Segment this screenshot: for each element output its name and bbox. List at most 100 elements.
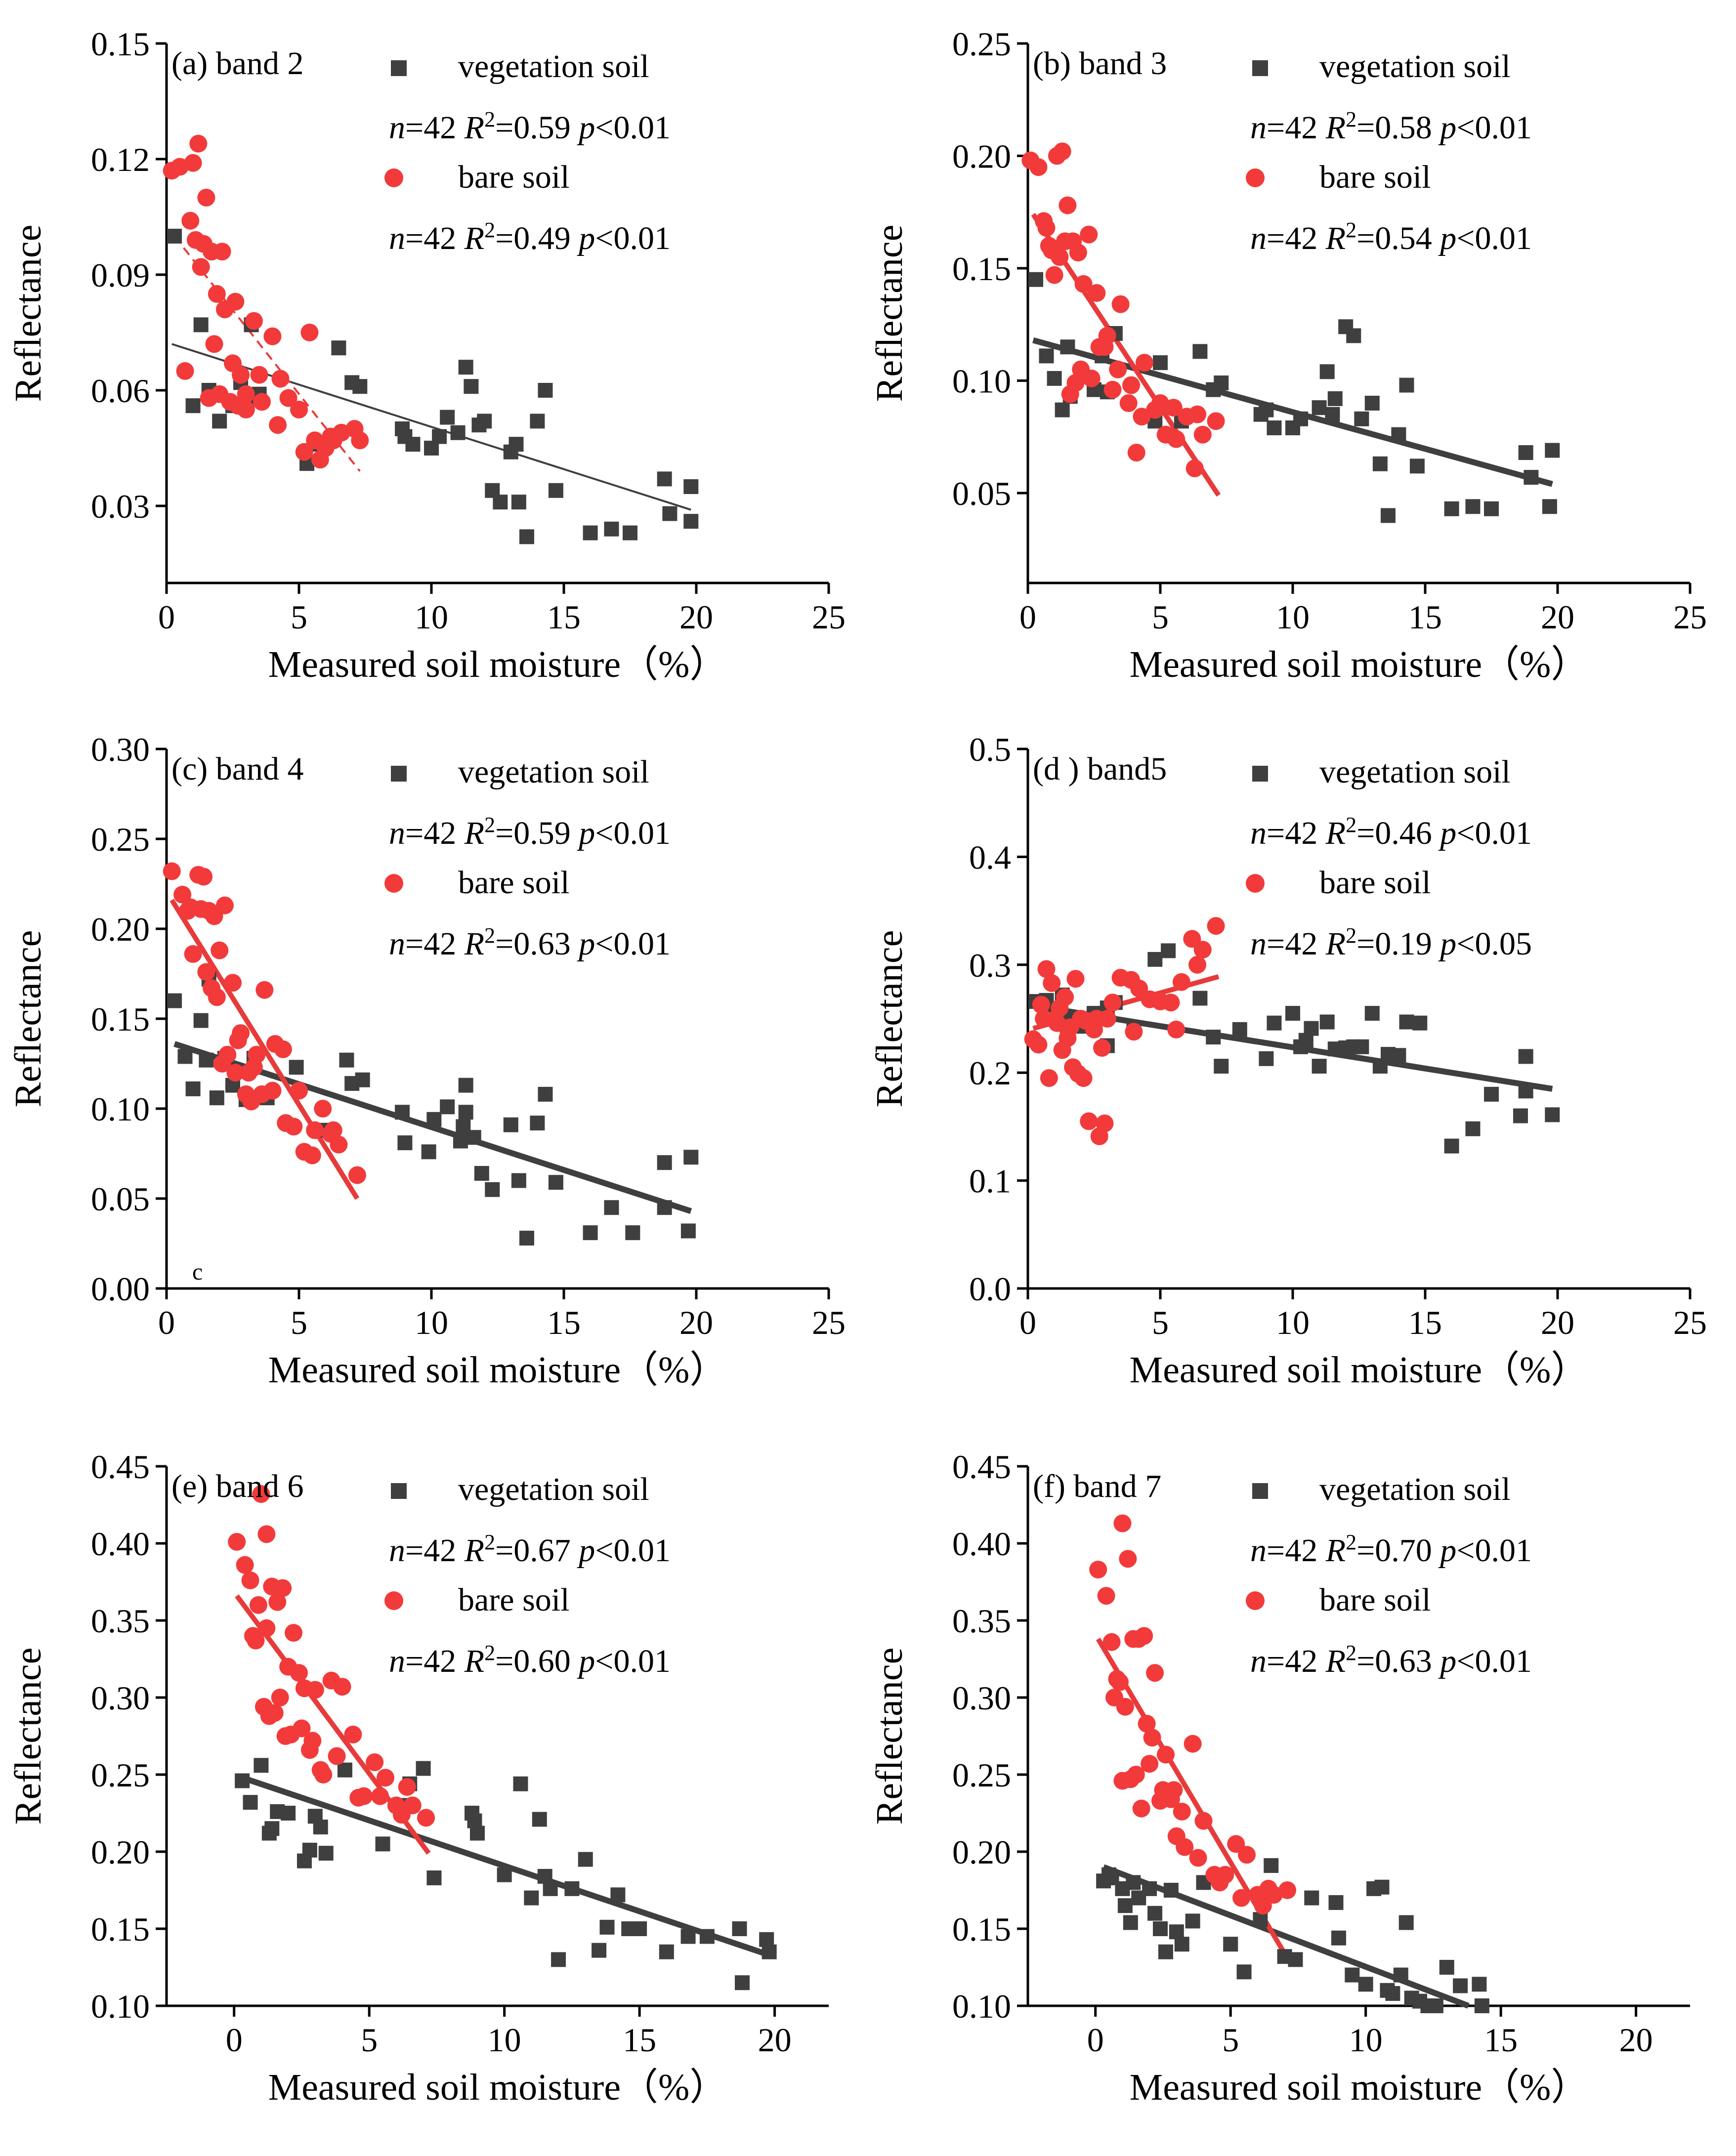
stats-bare: n=42 R2=0.19 p<0.05 — [1250, 923, 1532, 962]
panel-title: (f) band 7 — [1033, 1468, 1161, 1504]
x-tick-label: 5 — [1222, 2021, 1239, 2059]
x-tick-label: 25 — [1673, 1304, 1707, 1341]
vegetation-point — [1524, 470, 1539, 485]
chart-panel-d: 0 5 10 15 20 25 0.0 0.1 0.2 0.3 0.4 0.5 Measured soi… — [869, 731, 1707, 1391]
bare-point — [293, 1719, 311, 1738]
bare-point — [348, 1166, 366, 1184]
legend-vegetation-label: vegetation soil — [458, 754, 649, 790]
bare-point — [253, 393, 271, 411]
bare-point — [306, 1121, 324, 1139]
vegetation-point — [1518, 1083, 1533, 1099]
y-tick-label: 0.25 — [91, 821, 150, 858]
bare-point — [333, 1678, 351, 1696]
x-tick-label: 20 — [758, 2021, 792, 2059]
bare-point — [1151, 394, 1169, 412]
vegetation-point — [623, 525, 637, 540]
stats-bare: n=42 R2=0.49 p<0.01 — [389, 218, 671, 257]
fit-line-bare — [169, 899, 360, 1200]
bare-point — [351, 431, 369, 450]
bare-point — [1029, 158, 1048, 176]
vegetation-point — [302, 1842, 317, 1858]
bare-point — [1043, 974, 1061, 992]
bare-point — [1074, 275, 1093, 293]
bare-point — [236, 1556, 254, 1574]
bare-point — [1172, 973, 1190, 991]
bare-point — [1278, 1881, 1297, 1899]
bare-point — [271, 370, 290, 388]
y-tick-label: 0.0 — [969, 1270, 1011, 1308]
vegetation-point — [1153, 355, 1168, 371]
y-tick-label: 0.10 — [952, 363, 1011, 400]
bare-point — [1207, 917, 1225, 935]
vegetation-point — [209, 1090, 224, 1106]
vegetation-point — [1192, 991, 1208, 1006]
vegetation-point — [243, 1795, 258, 1810]
vegetation-point — [254, 1758, 269, 1773]
vegetation-point — [1374, 1879, 1390, 1895]
bare-point — [274, 1040, 292, 1058]
vegetation-point — [493, 495, 508, 510]
vegetation-point — [1409, 458, 1425, 474]
legend-bare-label: bare soil — [1319, 865, 1431, 901]
bare-point — [1238, 1846, 1256, 1864]
bare-point — [300, 324, 319, 341]
corner-note: c — [192, 1259, 203, 1285]
bare-point — [314, 1100, 332, 1118]
y-tick-label: 0.30 — [91, 1679, 150, 1717]
bare-point — [377, 1769, 395, 1787]
vegetation-point — [395, 421, 410, 436]
bare-point — [242, 1092, 260, 1111]
y-tick-label: 0.1 — [969, 1162, 1011, 1200]
vegetation-point — [538, 383, 553, 398]
bare-point — [1173, 1802, 1191, 1821]
x-tick-label: 0 — [1019, 598, 1036, 636]
vegetation-point — [1364, 396, 1380, 411]
vegetation-point — [375, 1836, 390, 1852]
x-tick-label: 20 — [679, 598, 713, 636]
vegetation-point — [519, 1231, 534, 1246]
vegetation-point — [1101, 1867, 1117, 1882]
vegetation-point — [405, 437, 421, 452]
bare-point — [1116, 1698, 1134, 1716]
circle-marker-icon — [384, 874, 403, 893]
circle-marker-icon — [1246, 168, 1265, 187]
vegetation-point — [578, 1852, 593, 1867]
bare-point — [344, 1725, 362, 1743]
chart-panel-a: 0 5 10 15 20 25 0.03 0.06 0.09 0.12 0.15 Measured s… — [7, 25, 846, 685]
bare-point — [1109, 360, 1127, 378]
vegetation-point — [1364, 1006, 1380, 1021]
vegetation-point — [1444, 1138, 1459, 1154]
bare-point — [205, 335, 223, 353]
vegetation-point — [421, 1144, 436, 1160]
vegetation-point — [1518, 445, 1533, 460]
bare-point — [1135, 354, 1153, 372]
vegetation-point — [1304, 1890, 1319, 1906]
bare-point — [237, 385, 255, 403]
bare-point — [1135, 1627, 1153, 1645]
bare-point — [1165, 1781, 1183, 1799]
vegetation-point — [426, 1870, 442, 1886]
vegetation-point — [524, 1890, 539, 1906]
bare-point — [211, 385, 229, 403]
bare-point — [1127, 1766, 1145, 1783]
bare-point — [226, 1064, 245, 1082]
x-tick-label: 10 — [488, 2021, 521, 2059]
x-axis-label: Measured soil moisture（%） — [1130, 644, 1589, 685]
vegetation-point — [1158, 1944, 1173, 1959]
bare-point — [208, 285, 226, 303]
vegetation-point — [497, 1867, 512, 1882]
y-tick-label: 0.2 — [969, 1054, 1011, 1092]
square-marker-icon — [391, 1483, 407, 1499]
y-tick-label: 0.06 — [91, 372, 150, 410]
stats-bare: n=42 R2=0.60 p<0.01 — [389, 1641, 671, 1680]
vegetation-point — [657, 1155, 672, 1170]
bare-point — [1029, 1036, 1048, 1054]
x-tick-label: 20 — [1619, 2021, 1653, 2059]
y-tick-label: 0.15 — [91, 25, 150, 63]
stats-vegetation: n=42 R2=0.70 p<0.01 — [1250, 1530, 1532, 1569]
vegetation-point — [683, 479, 699, 494]
panel-title: (b) band 3 — [1033, 45, 1167, 82]
vegetation-point — [467, 1813, 482, 1828]
bare-point — [245, 1058, 263, 1077]
